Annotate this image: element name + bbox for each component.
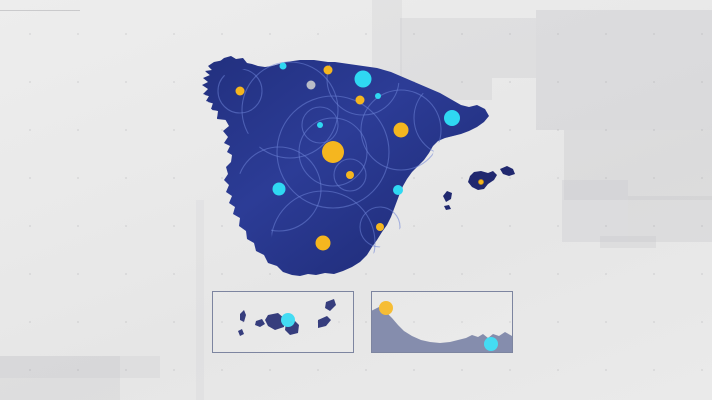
divider-line-top	[0, 10, 80, 11]
lanzarote-shape	[325, 299, 336, 311]
map-markers-layer	[235, 62, 460, 251]
marker-cantabria[interactable]	[323, 65, 333, 75]
marker-asturias[interactable]	[279, 62, 287, 70]
balearic-islands-shape	[443, 166, 515, 210]
ripple-aragon	[360, 89, 442, 171]
marker-valencia[interactable]	[393, 185, 403, 195]
marker-cataluna[interactable]	[444, 110, 460, 126]
fuerteventura-shape	[318, 316, 331, 328]
marker-navarra[interactable]	[355, 95, 365, 105]
marker-andalucia[interactable]	[315, 235, 331, 251]
inset-frame-canarias	[212, 291, 354, 353]
marker-aragon[interactable]	[393, 122, 409, 138]
menorca-shape	[500, 166, 515, 176]
marker-la-rioja[interactable]	[375, 93, 381, 99]
marker-madrid[interactable]	[322, 141, 344, 163]
la-palma-shape	[240, 310, 246, 322]
marker-galicia[interactable]	[235, 86, 245, 96]
marker-valladolid[interactable]	[317, 122, 323, 128]
ripple-madrid	[276, 95, 390, 209]
africa-coast-shape	[371, 307, 512, 353]
marker-extremadura[interactable]	[272, 182, 286, 196]
marker-baleares[interactable]	[478, 179, 484, 185]
marker-pais-vasco[interactable]	[354, 70, 372, 88]
spain-silhouette-detail	[202, 60, 484, 273]
north-africa-shape	[371, 307, 512, 353]
el-hierro-shape	[238, 329, 244, 336]
ibiza-shape	[443, 191, 452, 202]
inset-frame-norte-africa	[371, 291, 513, 353]
marker-burgos[interactable]	[306, 80, 316, 90]
ripple-cuenca	[333, 158, 367, 192]
tenerife-shape	[265, 313, 285, 330]
la-gomera-shape	[255, 319, 265, 327]
marker-murcia[interactable]	[376, 223, 384, 231]
ripple-madrid-inner	[298, 117, 368, 187]
marker-ceuta[interactable]	[379, 301, 393, 315]
formentera-shape	[444, 205, 451, 210]
ripple-murcia	[359, 206, 401, 248]
spain-mainland-shape	[202, 56, 489, 276]
marker-canarias[interactable]	[281, 313, 295, 327]
ripple-valladolid	[301, 106, 339, 144]
ripple-castilla-leon	[241, 61, 339, 159]
marker-melilla[interactable]	[484, 337, 498, 351]
inset-canarias-texture	[213, 292, 353, 352]
marker-cuenca[interactable]	[346, 171, 354, 179]
